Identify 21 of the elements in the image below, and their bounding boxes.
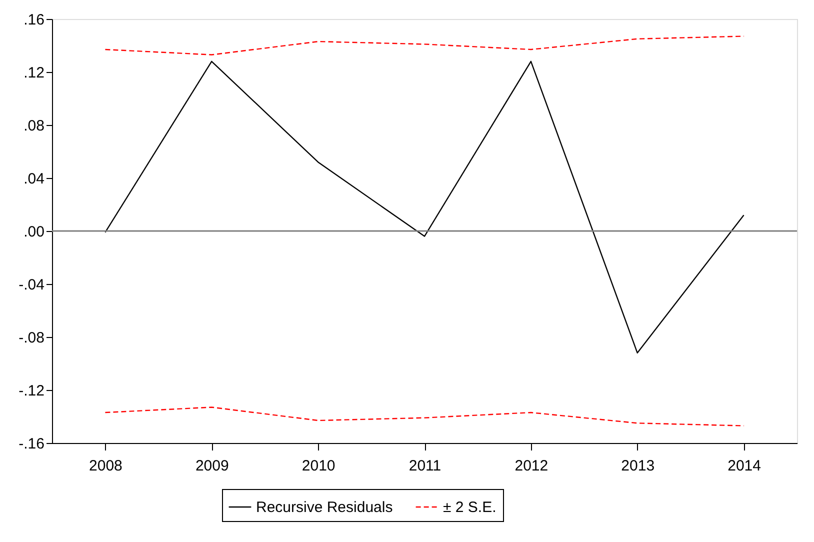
y-tick-label: .16 (24, 12, 44, 28)
legend-label: Recursive Residuals (256, 499, 393, 516)
line-series (104, 60, 744, 354)
x-tick-label: 2011 (408, 458, 442, 474)
y-tick-label: -.08 (18, 330, 44, 346)
x-tick-label: 2012 (514, 458, 548, 474)
x-tick-label: 2013 (621, 458, 655, 474)
x-tick-label: 2008 (89, 458, 122, 474)
y-tick-label: -.16 (18, 436, 44, 452)
x-tick-label: 2009 (195, 458, 229, 474)
x-tick-label: 2014 (728, 458, 761, 474)
y-tick-label: -.12 (18, 382, 44, 400)
legend-label: ± 2 S.E. (443, 499, 496, 516)
y-tick-label: -.04 (18, 276, 44, 294)
line-series (104, 406, 744, 426)
y-tick-label: .08 (24, 118, 44, 134)
y-tick-label: .04 (24, 170, 44, 188)
y-tick-label: .12 (24, 64, 44, 82)
x-tick-label: 2010 (302, 458, 336, 474)
y-tick-label: .00 (24, 224, 44, 240)
line-series (104, 36, 744, 56)
